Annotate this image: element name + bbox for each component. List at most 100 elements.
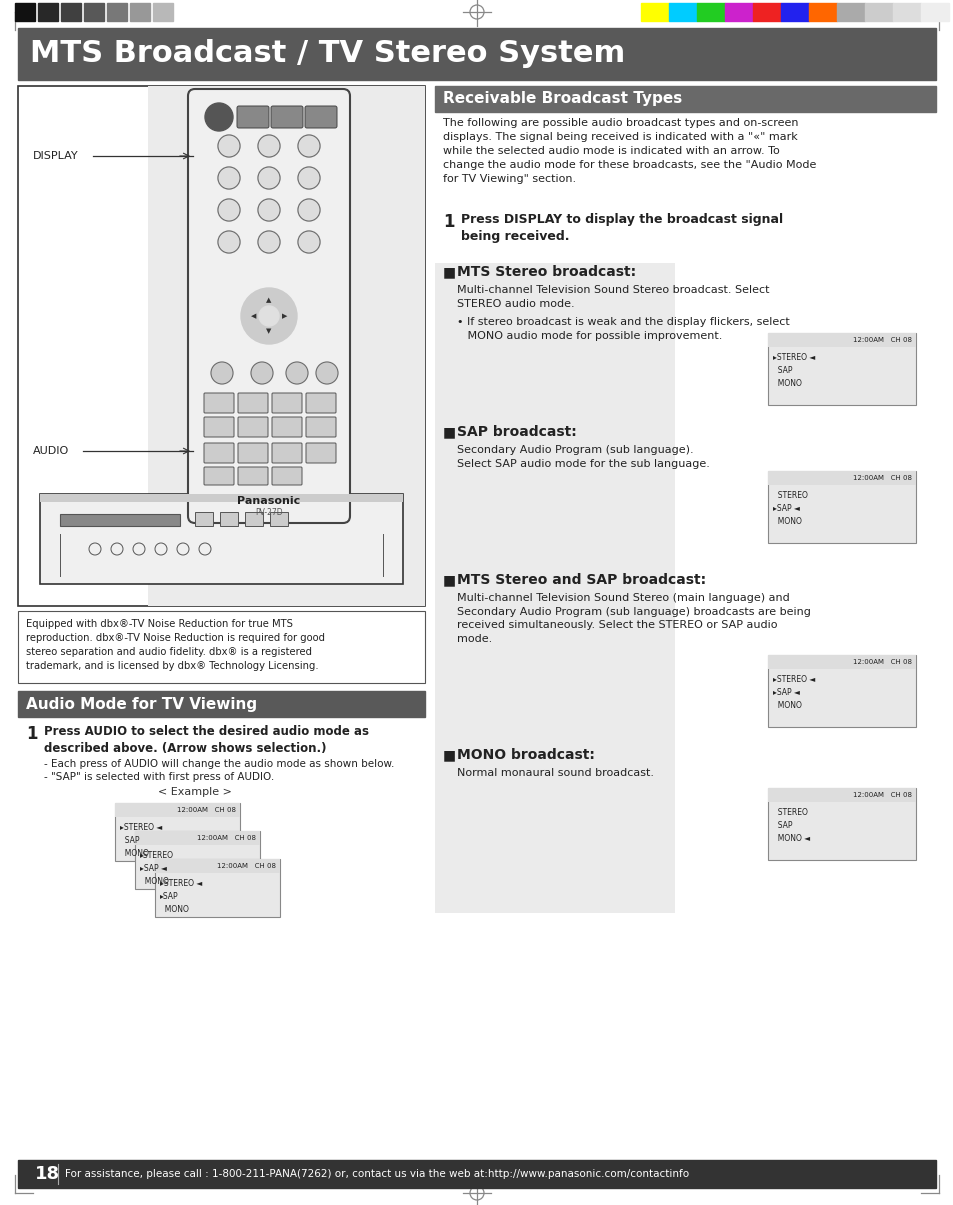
FancyBboxPatch shape bbox=[236, 106, 269, 128]
FancyBboxPatch shape bbox=[272, 393, 302, 413]
Text: 12:00AM   CH 08: 12:00AM CH 08 bbox=[852, 659, 911, 665]
Circle shape bbox=[218, 135, 240, 157]
Text: MONO: MONO bbox=[140, 877, 169, 886]
Text: Secondary Audio Program (sub language).
Select SAP audio mode for the sub langua: Secondary Audio Program (sub language). … bbox=[456, 445, 709, 469]
Text: 12:00AM   CH 08: 12:00AM CH 08 bbox=[852, 337, 911, 343]
Text: < Example >: < Example > bbox=[158, 787, 232, 797]
Text: 1: 1 bbox=[442, 213, 454, 231]
Text: SAP broadcast:: SAP broadcast: bbox=[456, 425, 577, 439]
Text: MONO broadcast:: MONO broadcast: bbox=[456, 748, 595, 762]
Circle shape bbox=[258, 306, 278, 327]
Bar bbox=[154, 859, 280, 917]
Text: MONO: MONO bbox=[772, 380, 801, 388]
Bar bbox=[435, 263, 675, 913]
Bar bbox=[107, 2, 127, 20]
FancyBboxPatch shape bbox=[272, 468, 302, 484]
Text: SAP: SAP bbox=[772, 366, 792, 375]
Circle shape bbox=[218, 199, 240, 221]
Text: 12:00AM   CH 08: 12:00AM CH 08 bbox=[216, 863, 275, 869]
Bar bbox=[194, 512, 213, 527]
Circle shape bbox=[218, 167, 240, 189]
FancyBboxPatch shape bbox=[305, 106, 336, 128]
Text: ▶: ▶ bbox=[281, 313, 287, 319]
Circle shape bbox=[257, 199, 280, 221]
Circle shape bbox=[211, 362, 233, 384]
Text: ▸SAP ◄: ▸SAP ◄ bbox=[772, 688, 799, 696]
Text: ▼: ▼ bbox=[266, 329, 272, 335]
Text: ■: ■ bbox=[442, 425, 456, 439]
FancyBboxPatch shape bbox=[237, 443, 268, 463]
Text: MONO: MONO bbox=[120, 850, 149, 858]
Text: SAP: SAP bbox=[120, 836, 139, 845]
Bar bbox=[435, 86, 935, 606]
Bar bbox=[18, 1160, 935, 1188]
FancyBboxPatch shape bbox=[204, 468, 233, 484]
Circle shape bbox=[297, 199, 319, 221]
Bar bbox=[135, 831, 260, 845]
Text: 12:00AM   CH 08: 12:00AM CH 08 bbox=[852, 792, 911, 798]
Text: Normal monaural sound broadcast.: Normal monaural sound broadcast. bbox=[456, 768, 654, 778]
Bar bbox=[767, 471, 915, 543]
Text: Multi-channel Television Sound Stereo (main language) and
Secondary Audio Progra: Multi-channel Television Sound Stereo (m… bbox=[456, 593, 810, 643]
Text: Multi-channel Television Sound Stereo broadcast. Select
STEREO audio mode.: Multi-channel Television Sound Stereo br… bbox=[456, 286, 769, 308]
Bar bbox=[61, 2, 81, 20]
Bar bbox=[18, 690, 424, 717]
Circle shape bbox=[297, 135, 319, 157]
Text: 18: 18 bbox=[35, 1165, 60, 1183]
Bar bbox=[767, 788, 915, 860]
Text: • If stereo broadcast is weak and the display flickers, select
   MONO audio mod: • If stereo broadcast is weak and the di… bbox=[456, 317, 789, 341]
Text: AUDIO: AUDIO bbox=[33, 446, 70, 455]
Text: For assistance, please call : 1-800-211-PANA(7262) or, contact us via the web at: For assistance, please call : 1-800-211-… bbox=[65, 1169, 688, 1178]
Bar bbox=[920, 2, 948, 20]
Bar bbox=[767, 656, 915, 727]
Text: Receivable Broadcast Types: Receivable Broadcast Types bbox=[442, 92, 681, 106]
Bar bbox=[15, 2, 35, 20]
Bar bbox=[60, 515, 180, 527]
FancyBboxPatch shape bbox=[188, 89, 350, 523]
Text: Press AUDIO to select the desired audio mode as
described above. (Arrow shows se: Press AUDIO to select the desired audio … bbox=[44, 725, 369, 756]
FancyBboxPatch shape bbox=[306, 443, 335, 463]
FancyBboxPatch shape bbox=[306, 417, 335, 437]
Bar bbox=[245, 512, 263, 527]
Text: STEREO: STEREO bbox=[772, 809, 807, 817]
Bar bbox=[270, 512, 288, 527]
Text: The following are possible audio broadcast types and on-screen
displays. The sig: The following are possible audio broadca… bbox=[442, 118, 816, 184]
Text: SAP: SAP bbox=[772, 821, 792, 830]
Bar bbox=[767, 333, 915, 347]
Circle shape bbox=[257, 167, 280, 189]
FancyBboxPatch shape bbox=[237, 393, 268, 413]
Bar bbox=[435, 86, 935, 112]
FancyBboxPatch shape bbox=[271, 106, 303, 128]
Text: ▸STEREO ◄: ▸STEREO ◄ bbox=[772, 675, 815, 684]
Text: ▸SAP: ▸SAP bbox=[160, 892, 178, 901]
Bar bbox=[435, 86, 935, 606]
Circle shape bbox=[297, 231, 319, 253]
Bar bbox=[724, 2, 752, 20]
Text: STEREO: STEREO bbox=[772, 490, 807, 500]
Bar bbox=[808, 2, 836, 20]
Text: 1: 1 bbox=[26, 725, 37, 743]
Text: - "SAP" is selected with first press of AUDIO.: - "SAP" is selected with first press of … bbox=[44, 772, 274, 782]
Text: ■: ■ bbox=[442, 265, 456, 280]
Text: MONO: MONO bbox=[772, 701, 801, 710]
Text: ▲: ▲ bbox=[266, 298, 272, 304]
Bar bbox=[18, 28, 935, 80]
Text: Panasonic: Panasonic bbox=[237, 496, 300, 506]
Bar bbox=[18, 86, 424, 606]
Circle shape bbox=[205, 102, 233, 131]
Text: Equipped with dbx®-TV Noise Reduction for true MTS
reproduction. dbx®-TV Noise R: Equipped with dbx®-TV Noise Reduction fo… bbox=[26, 619, 325, 671]
Bar bbox=[148, 86, 424, 606]
Bar bbox=[697, 2, 724, 20]
Circle shape bbox=[257, 135, 280, 157]
FancyBboxPatch shape bbox=[204, 443, 233, 463]
FancyBboxPatch shape bbox=[237, 417, 268, 437]
Text: Audio Mode for TV Viewing: Audio Mode for TV Viewing bbox=[26, 696, 257, 711]
Bar bbox=[781, 2, 808, 20]
Circle shape bbox=[286, 362, 308, 384]
Text: MONO ◄: MONO ◄ bbox=[772, 834, 809, 843]
Text: ▸STEREO ◄: ▸STEREO ◄ bbox=[120, 823, 162, 831]
Text: MTS Broadcast / TV Stereo System: MTS Broadcast / TV Stereo System bbox=[30, 40, 624, 69]
Bar bbox=[38, 2, 58, 20]
Bar bbox=[18, 611, 424, 683]
Bar bbox=[152, 2, 172, 20]
